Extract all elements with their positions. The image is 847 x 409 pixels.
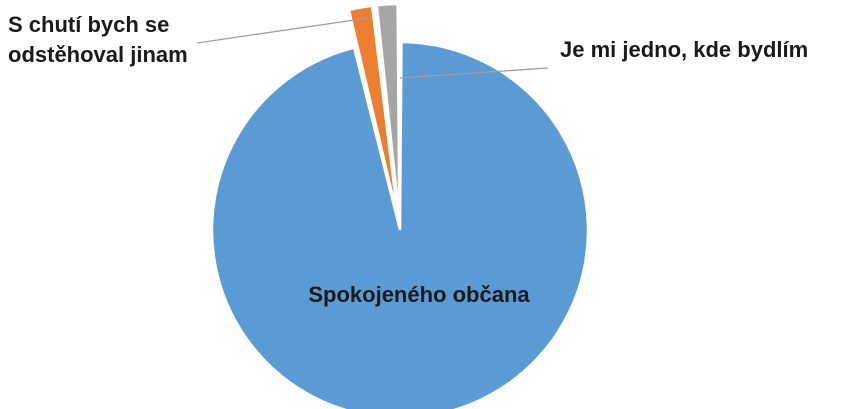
slice-label-3: Je mi jedno, kde bydlím [560,37,808,62]
slice-labels-layer: Spokojeného občana S chutí bych se odstěho… [8,12,808,307]
pie-slice-3 [375,2,401,219]
slice-label-line: Je mi jedno, kde bydlím [560,37,808,62]
pie-slice-1 [210,40,590,409]
slice-label-line: odstěhoval jinam [8,42,188,67]
slice-label-1: Spokojeného občana [308,282,530,307]
slices-layer [210,2,590,409]
slice-label-line: S chutí bych se [8,12,169,37]
leader-line-3 [399,67,549,79]
slice-label-2: S chutí bych se odstěhoval jinam [8,12,188,67]
slice-label-line: Spokojeného občana [308,282,530,307]
leader-line-2 [196,17,369,44]
leader-lines-layer [196,17,549,79]
pie-slice-2 [347,4,400,219]
